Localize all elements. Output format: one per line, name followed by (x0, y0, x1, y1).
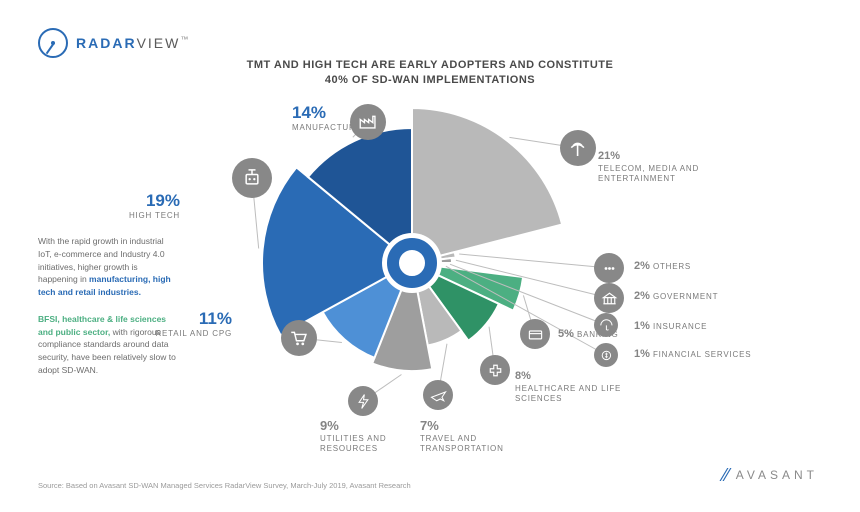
label-hightech: 19%HIGH TECH (129, 190, 180, 221)
cross-icon (480, 355, 510, 385)
label-travel: 7%TRAVEL AND TRANSPORTATION (420, 418, 510, 454)
dots-icon (594, 253, 624, 283)
antenna-icon (560, 130, 596, 166)
label-finserv: 1% FINANCIAL SERVICES (634, 348, 751, 362)
coin-icon (594, 343, 618, 367)
gov-icon (594, 283, 624, 313)
cart-icon (281, 320, 317, 356)
bolt-icon (348, 386, 378, 416)
label-tmt: 21% TELECOM, MEDIA AND ENTERTAINMENT (598, 150, 738, 184)
avasant-slash-icon: ⁄⁄ (723, 465, 729, 485)
label-insurance: 1% INSURANCE (634, 320, 707, 334)
avasant-wordmark: AVASANT (736, 468, 818, 482)
label-utilities: 9%UTILITIES AND RESOURCES (320, 418, 410, 454)
label-healthcare: 8% HEALTHCARE AND LIFE SCIENCES (515, 370, 655, 404)
umbrella-icon (594, 313, 618, 337)
plane-icon (423, 380, 453, 410)
avasant-logo: ⁄⁄ AVASANT (723, 465, 818, 486)
factory-icon (350, 104, 386, 140)
label-gov: 2% GOVERNMENT (634, 290, 718, 304)
robot-icon (232, 158, 272, 198)
source-footnote: Source: Based on Avasant SD-WAN Managed … (38, 481, 411, 490)
label-retail: 11%RETAIL AND CPG (155, 308, 232, 339)
card-icon (520, 319, 550, 349)
label-others: 2% OTHERS (634, 260, 691, 274)
